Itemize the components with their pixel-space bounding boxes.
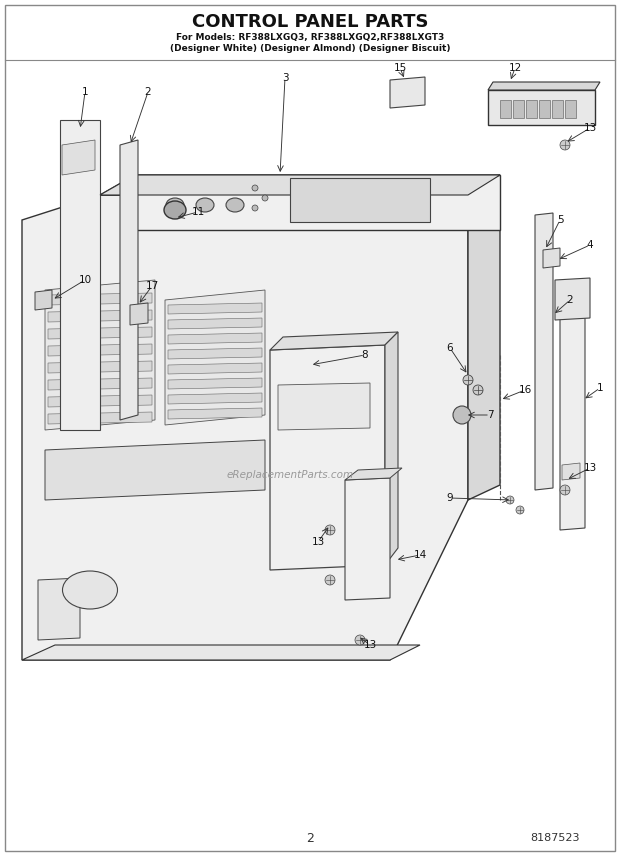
Text: 13: 13 (363, 640, 376, 650)
Circle shape (325, 575, 335, 585)
Polygon shape (385, 332, 398, 565)
Circle shape (262, 195, 268, 201)
Text: 2: 2 (306, 831, 314, 845)
Ellipse shape (63, 571, 118, 609)
Polygon shape (120, 140, 138, 420)
Polygon shape (48, 361, 152, 373)
Text: 2: 2 (567, 295, 574, 305)
Polygon shape (535, 213, 553, 490)
Ellipse shape (166, 198, 184, 212)
Ellipse shape (226, 198, 244, 212)
Circle shape (325, 525, 335, 535)
Polygon shape (45, 280, 155, 430)
Circle shape (252, 185, 258, 191)
Text: CONTROL PANEL PARTS: CONTROL PANEL PARTS (192, 13, 428, 31)
Polygon shape (345, 468, 402, 480)
Polygon shape (22, 645, 420, 660)
Text: 1: 1 (82, 87, 88, 97)
Text: 8187523: 8187523 (531, 833, 580, 843)
Polygon shape (48, 344, 152, 356)
Polygon shape (513, 100, 524, 118)
Text: 6: 6 (446, 343, 453, 353)
Polygon shape (62, 140, 95, 175)
Polygon shape (100, 175, 500, 195)
Polygon shape (270, 345, 385, 570)
Text: 7: 7 (487, 410, 494, 420)
Polygon shape (565, 100, 576, 118)
Ellipse shape (164, 201, 186, 219)
Polygon shape (560, 298, 585, 530)
Text: For Models: RF388LXGQ3, RF388LXGQ2,RF388LXGT3: For Models: RF388LXGQ3, RF388LXGQ2,RF388… (176, 33, 444, 41)
Polygon shape (165, 290, 265, 425)
Polygon shape (48, 395, 152, 407)
Circle shape (252, 205, 258, 211)
Polygon shape (168, 378, 262, 389)
Text: 14: 14 (414, 550, 427, 560)
Polygon shape (488, 90, 595, 125)
Text: 17: 17 (145, 281, 159, 291)
Polygon shape (35, 290, 52, 310)
Polygon shape (60, 120, 100, 430)
Polygon shape (48, 310, 152, 322)
Polygon shape (48, 412, 152, 424)
Circle shape (506, 496, 514, 504)
Circle shape (560, 140, 570, 150)
Polygon shape (555, 278, 590, 320)
Polygon shape (48, 293, 152, 305)
Ellipse shape (196, 198, 214, 212)
Text: 9: 9 (446, 493, 453, 503)
Text: 12: 12 (508, 63, 521, 73)
Polygon shape (278, 383, 370, 430)
Polygon shape (270, 332, 398, 350)
Polygon shape (38, 578, 80, 640)
Polygon shape (526, 100, 537, 118)
Text: 11: 11 (192, 207, 205, 217)
Polygon shape (168, 333, 262, 344)
Text: eReplacementParts.com: eReplacementParts.com (226, 470, 353, 480)
Polygon shape (168, 363, 262, 374)
Polygon shape (468, 175, 500, 500)
Polygon shape (539, 100, 550, 118)
Polygon shape (168, 318, 262, 329)
Polygon shape (552, 100, 563, 118)
Polygon shape (562, 463, 580, 480)
Text: 4: 4 (587, 240, 593, 250)
Polygon shape (290, 178, 430, 222)
Text: 13: 13 (583, 123, 596, 133)
Polygon shape (22, 195, 468, 660)
Circle shape (453, 406, 471, 424)
Circle shape (516, 506, 524, 514)
Polygon shape (500, 100, 511, 118)
Polygon shape (130, 303, 148, 325)
Circle shape (560, 485, 570, 495)
Text: 15: 15 (393, 63, 407, 73)
Text: 3: 3 (281, 73, 288, 83)
Polygon shape (543, 248, 560, 268)
Text: 16: 16 (518, 385, 531, 395)
Text: 5: 5 (557, 215, 564, 225)
Polygon shape (168, 408, 262, 419)
Polygon shape (100, 175, 500, 195)
Circle shape (473, 385, 483, 395)
Polygon shape (48, 378, 152, 390)
Text: (Designer White) (Designer Almond) (Designer Biscuit): (Designer White) (Designer Almond) (Desi… (170, 44, 450, 52)
Text: 8: 8 (361, 350, 368, 360)
Text: 13: 13 (583, 463, 596, 473)
Circle shape (355, 635, 365, 645)
Text: 10: 10 (79, 275, 92, 285)
Polygon shape (488, 82, 600, 90)
Text: 13: 13 (311, 537, 325, 547)
Polygon shape (390, 77, 425, 108)
Polygon shape (345, 478, 390, 600)
Polygon shape (135, 175, 500, 230)
Polygon shape (45, 440, 265, 500)
Polygon shape (168, 303, 262, 314)
Circle shape (463, 375, 473, 385)
Text: 2: 2 (144, 87, 151, 97)
Polygon shape (168, 393, 262, 404)
Text: 1: 1 (596, 383, 603, 393)
Polygon shape (168, 348, 262, 359)
Polygon shape (48, 327, 152, 339)
